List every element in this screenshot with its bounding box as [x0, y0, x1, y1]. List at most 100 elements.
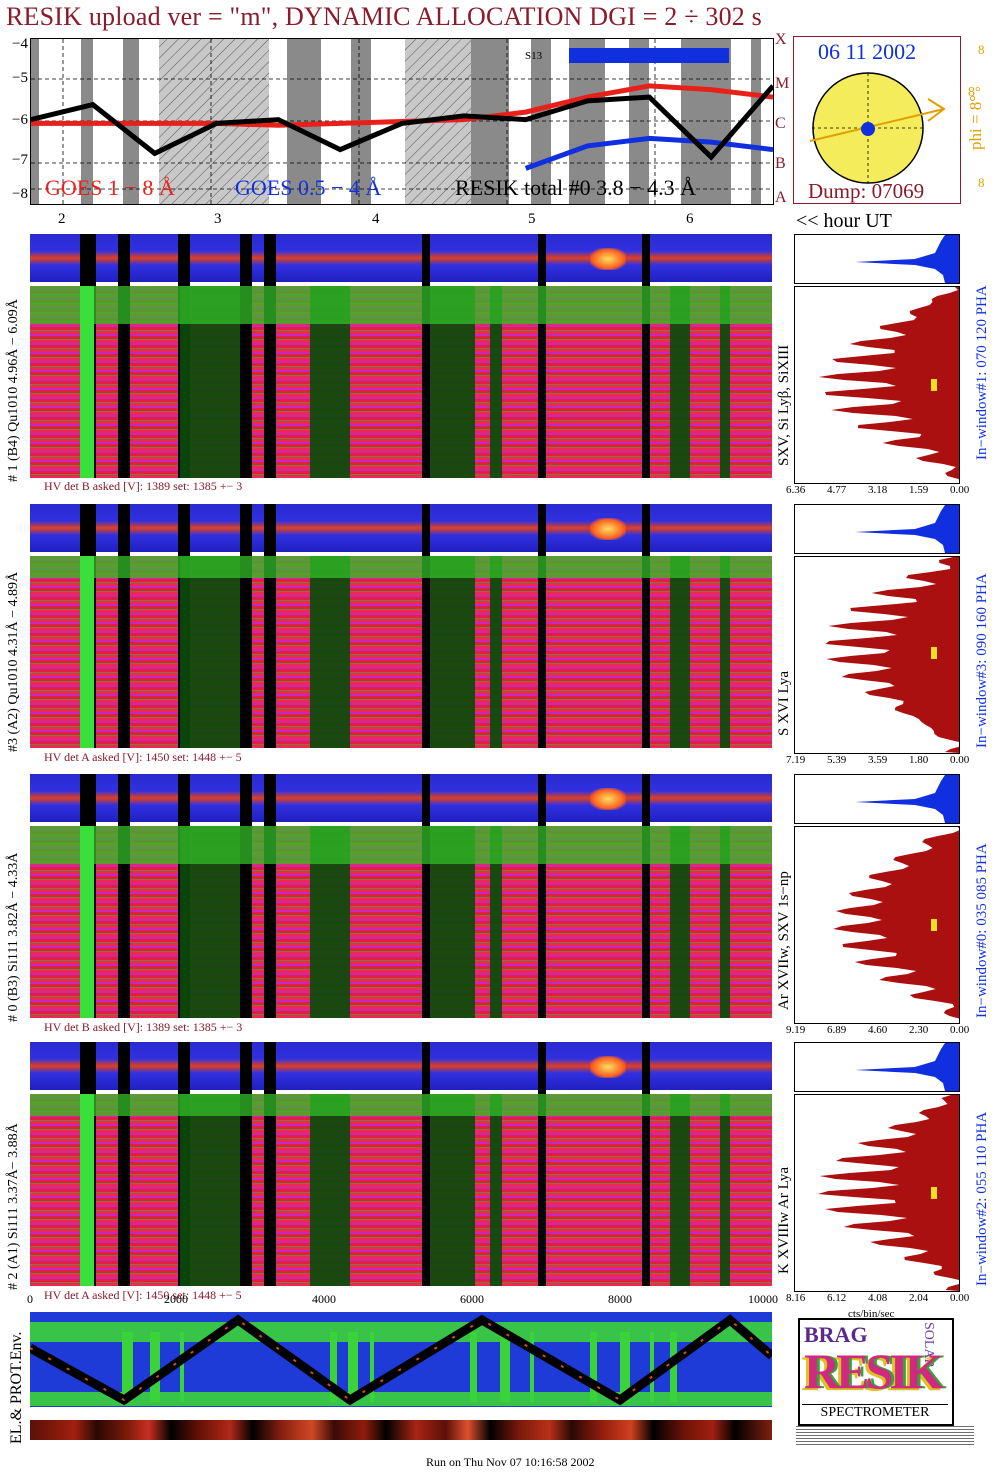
logo-side: SOLAR [921, 1322, 936, 1368]
flare-spot [590, 1056, 626, 1078]
gap-column [118, 1042, 130, 1286]
dark-column [430, 556, 475, 748]
series-goes-1-8 [31, 83, 773, 128]
dark-column [180, 1094, 240, 1286]
x-tick: 2000 [164, 1292, 188, 1306]
flare-spot [590, 788, 626, 810]
legend-goes-red: GOES 1 − 8 Å [45, 175, 175, 200]
histogram-scale-tick: 2.30 [909, 1024, 929, 1036]
line-label: Ar XVIIw, SXV 1s−np [776, 871, 792, 1010]
histogram-scale-tick: 8.16 [786, 1292, 806, 1304]
hv-label: HV det A asked [V]: 1450 set: 1448 +− 5 [44, 750, 242, 764]
green-band [30, 556, 772, 578]
dark-column [180, 556, 240, 748]
hv-label: HV det A asked [V]: 1450 set: 1448 +− 5 [44, 1288, 242, 1302]
spectrum-strip [30, 1042, 772, 1090]
class-x: X [775, 31, 787, 48]
gap-column [538, 774, 546, 1018]
histogram-scale-tick: 0.00 [950, 1024, 970, 1036]
detector-panel: #3 (A2) Qu1010 4.31Å − 4.89Å HV det A ask… [0, 500, 1004, 770]
resik-logo: BRAG SOLAR RESIK SPECTROMETER [798, 1318, 954, 1426]
goes-plot [31, 39, 773, 204]
logo-top: BRAG [804, 1322, 868, 1347]
histogram-scale-tick: 9.19 [786, 1024, 806, 1036]
window-label: In−window#0: 035 085 PHA [974, 843, 990, 1018]
data-gap-band [471, 39, 509, 204]
histogram-scale-tick: 4.60 [868, 1024, 888, 1036]
env-spike [348, 1332, 358, 1402]
dark-column [430, 1094, 475, 1286]
histogram-scale-tick: 6.36 [786, 484, 806, 496]
spectrum-strip [30, 774, 772, 822]
env-spike [180, 1332, 184, 1402]
hour-axis-label: << hour UT [796, 210, 892, 232]
logo-main: RESIK [804, 1343, 944, 1399]
hour-tick: 4 [372, 211, 380, 227]
histogram-scale-tick: 4.77 [827, 484, 847, 496]
x-tick: 0 [27, 1292, 33, 1306]
dark-column [490, 556, 502, 748]
gap-column [240, 774, 252, 1018]
pha-histogram [794, 1094, 960, 1292]
pha-histogram [794, 826, 960, 1024]
dark-column [670, 1094, 690, 1286]
x-tick: 4000 [312, 1292, 336, 1306]
bright-column [80, 556, 94, 748]
dark-column [720, 1094, 730, 1286]
series-resik-total [31, 84, 773, 161]
histogram-scale-tick: 1.80 [909, 754, 929, 766]
line-label: SXV, Si Lyβ, SiXIII [776, 344, 792, 466]
gap-column [118, 774, 130, 1018]
legend-goes-blue: GOES 0.5 − 4 Å [235, 175, 382, 200]
histogram-scale-tick: 0.00 [950, 1292, 970, 1304]
gap-column [538, 504, 546, 748]
gap-column [240, 1042, 252, 1286]
hv-label: HV det B asked [V]: 1389 set: 1385 +− 3 [44, 479, 243, 493]
bright-column [80, 286, 94, 478]
env-spike [150, 1332, 160, 1402]
gap-column [118, 504, 130, 748]
footer-run-date: Run on Thu Nov 07 10:16:58 2002 [426, 1455, 595, 1469]
line-label: S XVI Lya [776, 671, 792, 736]
logo-bottom: SPECTROMETER [802, 1404, 948, 1421]
histogram-scale-tick: 2.04 [909, 1292, 929, 1304]
date-label: 06 11 2002 [818, 39, 917, 64]
x-tick: 6000 [460, 1292, 484, 1306]
dark-column [670, 826, 690, 1018]
detector-label: # 1 (B4) Qu1010 4.96Å − 6.09Å [6, 299, 21, 482]
gap-column [264, 1042, 276, 1286]
env-spike [470, 1332, 477, 1402]
env-spike [126, 1332, 133, 1402]
x-tick: 10000 [748, 1292, 778, 1306]
class-m: M [775, 75, 790, 92]
dark-column [310, 556, 350, 748]
env-strip [30, 1420, 772, 1440]
hour-axis: 2 3 4 5 6 [30, 203, 772, 229]
gap-column [642, 504, 650, 748]
gap-column [538, 234, 546, 478]
window-label: In−window#3: 090 160 PHA [974, 573, 990, 748]
dark-column [490, 286, 502, 478]
sun-disk [809, 72, 946, 184]
env-plot [30, 1314, 772, 1406]
window-label: In−window#2: 055 110 PHA [974, 1111, 990, 1286]
detector-panel: # 1 (B4) Qu1010 4.96Å − 6.09Å HV det B as… [0, 230, 1004, 500]
eight-bottom: 8 [978, 175, 985, 190]
gap-column [240, 234, 252, 478]
pha-histogram-small [794, 1042, 960, 1092]
detector-panel: # 2 (A1) Si111 3.37Å− 3.88Å HV det A aske… [0, 1038, 1004, 1308]
dark-column [490, 826, 502, 1018]
gap-column [642, 234, 650, 478]
gap-column [642, 774, 650, 1018]
histogram-scale-tick: 0.00 [950, 484, 970, 496]
flare-spot [590, 248, 626, 270]
env-spike [330, 1332, 337, 1402]
s13-label: S13 [525, 50, 543, 62]
gap-column [642, 1042, 650, 1286]
histogram-scale-tick: 6.89 [827, 1024, 847, 1036]
sun-position-box: 06 11 2002 Dump: 07069 [793, 36, 961, 204]
green-band [30, 286, 772, 324]
env-spike [670, 1332, 677, 1402]
histogram-scale-tick: 3.59 [868, 754, 888, 766]
bright-column [80, 826, 94, 1018]
